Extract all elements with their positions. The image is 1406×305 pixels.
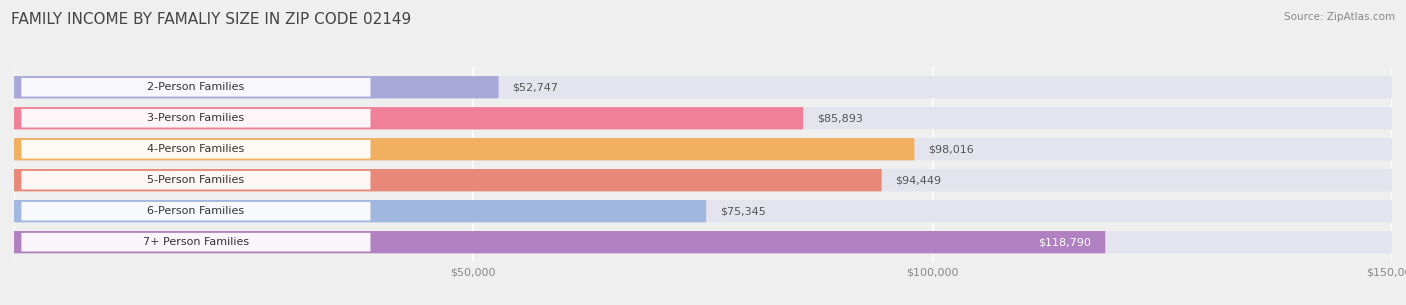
FancyBboxPatch shape [21, 109, 370, 127]
FancyBboxPatch shape [21, 140, 370, 159]
Text: FAMILY INCOME BY FAMALIY SIZE IN ZIP CODE 02149: FAMILY INCOME BY FAMALIY SIZE IN ZIP COD… [11, 12, 412, 27]
Text: $85,893: $85,893 [817, 113, 863, 123]
FancyBboxPatch shape [14, 231, 1392, 253]
FancyBboxPatch shape [14, 76, 499, 99]
Text: 3-Person Families: 3-Person Families [148, 113, 245, 123]
FancyBboxPatch shape [14, 107, 803, 129]
FancyBboxPatch shape [14, 169, 1392, 191]
Text: $52,747: $52,747 [512, 82, 558, 92]
Text: $98,016: $98,016 [928, 144, 974, 154]
FancyBboxPatch shape [21, 78, 370, 97]
FancyBboxPatch shape [14, 200, 706, 222]
Text: $75,345: $75,345 [720, 206, 766, 216]
Text: 7+ Person Families: 7+ Person Families [143, 237, 249, 247]
Text: Source: ZipAtlas.com: Source: ZipAtlas.com [1284, 12, 1395, 22]
FancyBboxPatch shape [21, 171, 370, 189]
FancyBboxPatch shape [14, 169, 882, 191]
Text: 4-Person Families: 4-Person Families [148, 144, 245, 154]
FancyBboxPatch shape [21, 202, 370, 221]
Text: $94,449: $94,449 [896, 175, 942, 185]
FancyBboxPatch shape [14, 138, 1392, 160]
Text: 6-Person Families: 6-Person Families [148, 206, 245, 216]
FancyBboxPatch shape [14, 200, 1392, 222]
FancyBboxPatch shape [14, 138, 914, 160]
Text: 5-Person Families: 5-Person Families [148, 175, 245, 185]
FancyBboxPatch shape [14, 107, 1392, 129]
Text: $118,790: $118,790 [1039, 237, 1091, 247]
FancyBboxPatch shape [14, 76, 1392, 99]
FancyBboxPatch shape [21, 233, 370, 251]
Text: 2-Person Families: 2-Person Families [148, 82, 245, 92]
FancyBboxPatch shape [14, 231, 1105, 253]
